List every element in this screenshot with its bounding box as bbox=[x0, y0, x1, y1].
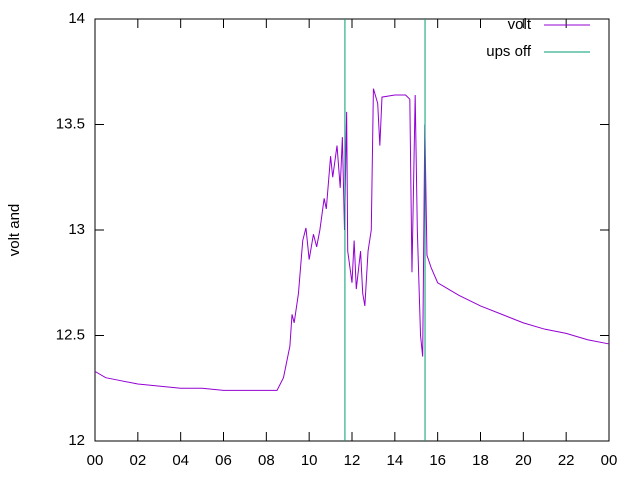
legend-label: volt bbox=[508, 16, 532, 33]
x-tick-label: 18 bbox=[472, 452, 489, 469]
x-tick-label: 06 bbox=[215, 452, 232, 469]
x-tick-label: 20 bbox=[515, 452, 532, 469]
x-tick-label: 08 bbox=[258, 452, 275, 469]
x-tick-label: 22 bbox=[558, 452, 575, 469]
x-tick-label: 00 bbox=[87, 452, 104, 469]
x-tick-label: 12 bbox=[344, 452, 361, 469]
y-tick-label: 13 bbox=[68, 221, 85, 238]
line-series bbox=[94, 88, 610, 391]
y-tick-label: 14 bbox=[68, 10, 85, 27]
plot-border bbox=[94, 18, 610, 442]
legend-label: ups off bbox=[486, 43, 532, 60]
y-axis-label: volt and bbox=[6, 204, 23, 257]
x-tick-label: 14 bbox=[386, 452, 403, 469]
x-tick-label: 00 bbox=[601, 452, 618, 469]
x-tick-label: 16 bbox=[429, 452, 446, 469]
x-tick-label: 02 bbox=[129, 452, 146, 469]
x-tick-label: 10 bbox=[301, 452, 318, 469]
y-tick-label: 13.5 bbox=[56, 115, 85, 132]
y-tick-label: 12.5 bbox=[56, 326, 85, 343]
x-tick-label: 04 bbox=[172, 452, 189, 469]
y-tick-label: 12 bbox=[68, 432, 85, 449]
